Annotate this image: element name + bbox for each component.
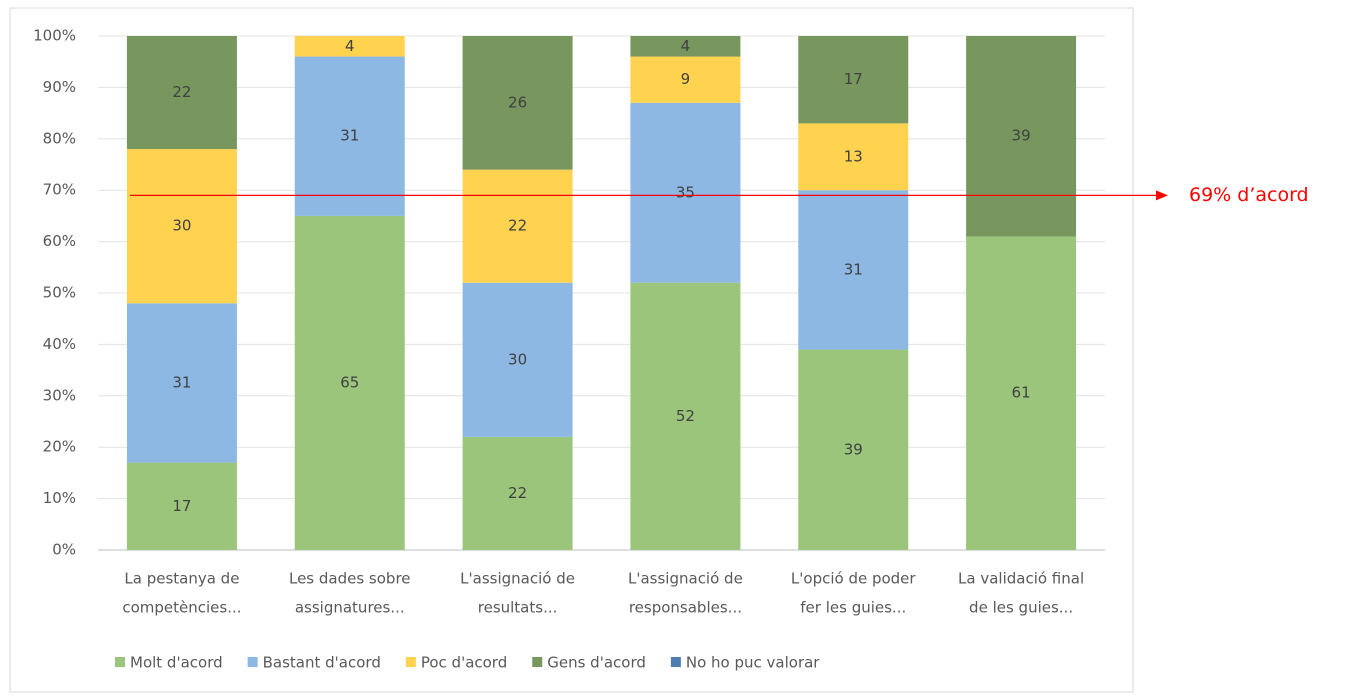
bar-segment [294, 36, 405, 57]
x-tick-label: assignatures... [295, 599, 405, 617]
y-tick-label: 40% [43, 335, 76, 353]
data-label: 39 [844, 440, 863, 458]
data-label: 61 [1012, 384, 1031, 402]
bar-segment [462, 169, 573, 283]
annotation-label: 69% d’acord [1189, 184, 1309, 206]
y-tick-label: 50% [43, 284, 76, 302]
bar-segment [294, 215, 405, 550]
bar-segment [966, 36, 1077, 237]
data-label: 52 [676, 407, 695, 425]
legend-label: Molt d'acord [130, 654, 223, 672]
legend-swatch [115, 657, 125, 667]
legend-label: Gens d'acord [547, 654, 646, 672]
x-tick-label: L'assignació de [628, 570, 743, 588]
data-label: 31 [172, 373, 191, 391]
data-label: 17 [172, 497, 191, 515]
data-label: 30 [508, 350, 527, 368]
bar-segment [630, 282, 741, 550]
x-tick-label: La pestanya de [124, 570, 239, 588]
y-tick-label: 20% [43, 438, 76, 456]
x-tick-label: La validació final [958, 570, 1084, 588]
y-tick-label: 70% [43, 181, 76, 199]
data-label: 31 [844, 260, 863, 278]
data-label: 30 [172, 217, 191, 235]
x-tick-label: Les dades sobre [289, 570, 411, 588]
x-tick-label: responsables... [629, 599, 742, 617]
data-label: 31 [340, 127, 359, 145]
bar-segment [126, 36, 237, 150]
data-label: 4 [681, 37, 691, 55]
bar-segment [462, 36, 573, 170]
data-label: 22 [508, 217, 527, 235]
data-label: 65 [340, 373, 359, 391]
bar-segment [630, 36, 741, 57]
x-tick-label: fer les guies... [800, 599, 906, 617]
legend-label: No ho puc valorar [686, 654, 820, 672]
annotation-arrow [1156, 190, 1168, 201]
legend-swatch [405, 657, 416, 667]
y-tick-label: 100% [33, 27, 76, 45]
y-tick-label: 90% [43, 78, 76, 96]
x-tick-label: de les guies... [969, 599, 1073, 617]
legend-label: Bastant d'acord [263, 654, 381, 672]
x-tick-label: resultats... [478, 599, 558, 617]
y-tick-label: 0% [52, 541, 76, 559]
bar-segment [126, 149, 237, 304]
data-label: 4 [345, 37, 355, 55]
legend-label: Poc d'acord [421, 654, 507, 672]
y-tick-label: 30% [43, 386, 76, 404]
bar-segment [966, 236, 1077, 550]
bar-segment [798, 36, 909, 124]
bar-segment [462, 436, 573, 550]
legend-swatch [670, 657, 681, 667]
data-label: 39 [1012, 127, 1031, 145]
bar-segment [798, 123, 909, 191]
bar-segment [630, 102, 741, 283]
y-tick-label: 80% [43, 129, 76, 147]
bar-segment [798, 190, 909, 350]
y-tick-label: 60% [43, 232, 76, 250]
bar-segment [630, 56, 741, 103]
data-label: 22 [508, 484, 527, 502]
data-label: 35 [676, 183, 695, 201]
x-tick-label: L'assignació de [460, 570, 575, 588]
data-label: 26 [508, 93, 527, 111]
bar-segment [798, 349, 909, 550]
legend-swatch [247, 657, 258, 667]
data-label: 9 [681, 70, 691, 88]
data-label: 13 [844, 147, 863, 165]
data-label: 17 [844, 70, 863, 88]
bar-segment [126, 303, 237, 463]
x-tick-label: competències... [122, 599, 241, 617]
y-tick-label: 10% [43, 489, 76, 507]
data-label: 22 [172, 83, 191, 101]
bar-segment [294, 56, 405, 216]
x-tick-label: L'opció de poder [791, 570, 917, 588]
bar-segment [462, 282, 573, 437]
legend-swatch [532, 657, 543, 667]
bar-segment [126, 462, 237, 550]
